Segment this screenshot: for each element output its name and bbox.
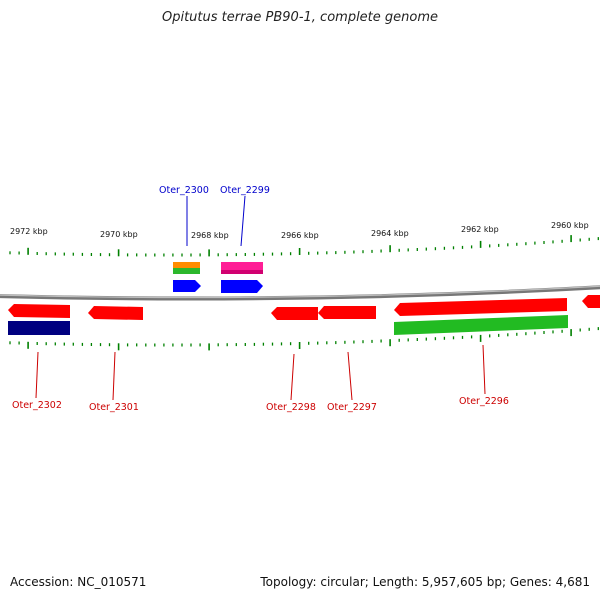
scale-label-2966: 2966 kbp [281, 231, 319, 240]
scale-label-2972: 2972 kbp [10, 227, 48, 236]
gene-label-oter-2300[interactable]: Oter_2300 [159, 185, 209, 196]
leader-oter-2299 [240, 195, 246, 247]
leader-oter-2296 [482, 344, 486, 395]
gene-oter-2296[interactable] [394, 298, 567, 316]
feature-2300-green[interactable] [173, 268, 200, 274]
leader-oter-2297 [347, 351, 353, 401]
gene-oter-2302[interactable] [8, 304, 70, 318]
topology-info-text: Topology: circular; Length: 5,957,605 bp… [260, 575, 590, 589]
feature-2299-magenta-shade [221, 270, 263, 274]
leader-oter-2298 [290, 353, 295, 401]
scale-label-2962: 2962 kbp [461, 225, 499, 234]
gene-oter-2298[interactable] [271, 307, 318, 320]
gene-oter-2297[interactable] [318, 306, 376, 319]
gene-label-oter-2298[interactable]: Oter_2298 [266, 402, 316, 413]
genome-backbone-highlight [0, 285, 600, 299]
scale-label-2960: 2960 kbp [551, 221, 589, 230]
gene-label-oter-2299[interactable]: Oter_2299 [220, 185, 270, 196]
scale-label-2968: 2968 kbp [191, 231, 229, 240]
feature-2302-navy[interactable] [8, 321, 70, 335]
gene-oter-2299-arrow[interactable] [221, 280, 263, 293]
leader-oter-2301 [112, 351, 116, 401]
leader-oter-2302 [35, 351, 39, 399]
gene-label-oter-2296[interactable]: Oter_2296 [459, 396, 509, 407]
scale-label-2970: 2970 kbp [100, 230, 138, 239]
bottom-tick-row [9, 327, 599, 351]
gene-label-oter-2301[interactable]: Oter_2301 [89, 402, 139, 413]
gene-label-oter-2297[interactable]: Oter_2297 [327, 402, 377, 413]
top-tick-row [9, 235, 599, 257]
accession-text: Accession: NC_010571 [10, 575, 147, 589]
scale-label-2964: 2964 kbp [371, 229, 409, 238]
genome-title: Opitutus terrae PB90-1, complete genome [161, 10, 439, 25]
feature-2300-orange[interactable] [173, 262, 200, 268]
genome-backbone [0, 285, 600, 301]
gene-label-oter-2302[interactable]: Oter_2302 [12, 400, 62, 411]
gene-oter-2301[interactable] [88, 306, 143, 320]
gene-oter-2300-arrow[interactable] [173, 280, 201, 292]
feature-2296-green[interactable] [394, 315, 568, 335]
gene-partial-right[interactable] [582, 295, 600, 308]
